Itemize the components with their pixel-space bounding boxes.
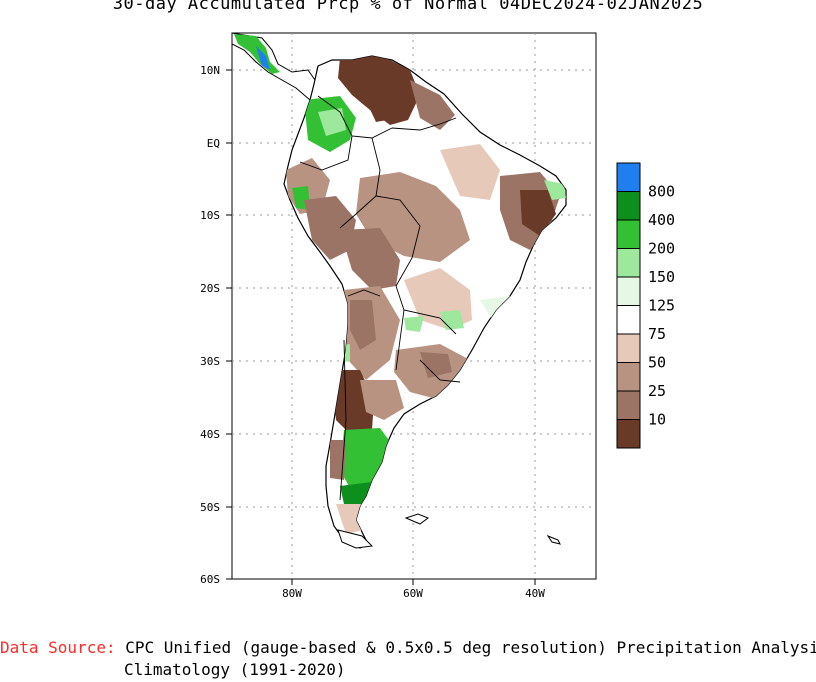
legend-label: 800	[648, 183, 675, 201]
lat-label-10n: 10N	[200, 64, 220, 77]
data-source-label: Data Source:	[0, 638, 116, 657]
legend-color-bar	[616, 162, 641, 449]
legend-label: 10	[648, 411, 666, 429]
lat-label-50s: 50S	[200, 501, 220, 514]
legend-swatch	[616, 362, 641, 392]
data-source-text: CPC Unified (gauge-based & 0.5x0.5 deg r…	[115, 638, 816, 657]
map-title: 30-day Accumulated Prcp % of Normal 04DE…	[112, 0, 704, 14]
axis-ticks	[226, 69, 536, 585]
legend-swatch	[616, 390, 641, 420]
lat-label-10s: 10S	[200, 209, 220, 222]
legend-label: 200	[648, 240, 675, 258]
legend-swatch	[616, 276, 641, 306]
legend-swatch	[616, 191, 641, 221]
legend-label: 125	[648, 297, 675, 315]
legend-label: 75	[648, 325, 666, 343]
lat-label-eq: EQ	[207, 137, 220, 150]
footer: Data Source: CPC Unified (gauge-based & …	[0, 637, 816, 681]
lon-label-80w: 80W	[282, 587, 302, 600]
legend-swatch	[616, 219, 641, 249]
tierra-del-fuego	[337, 529, 374, 549]
lat-label-40s: 40S	[200, 428, 220, 441]
central-america-wet-area	[234, 34, 280, 74]
legend-swatch	[616, 305, 641, 335]
legend-labels: 800 400 200 150 125 75 50 25 10	[648, 183, 675, 429]
lat-label-60s: 60S	[200, 573, 220, 586]
country-borders	[299, 95, 461, 501]
legend-swatch	[616, 419, 641, 449]
climatology-text: Climatology (1991-2020)	[124, 660, 346, 679]
lat-label-30s: 30S	[200, 355, 220, 368]
lat-label-20s: 20S	[200, 282, 220, 295]
falkland-islands	[404, 513, 430, 525]
legend-label: 400	[648, 211, 675, 229]
legend-swatch	[616, 248, 641, 278]
south-georgia-island	[546, 534, 561, 545]
legend-swatch	[616, 162, 641, 192]
central-america-very-wet-spot	[256, 46, 270, 70]
legend-swatch	[616, 333, 641, 363]
legend-label: 150	[648, 268, 675, 286]
legend-label: 25	[648, 382, 666, 400]
lon-label-40w: 40W	[525, 587, 545, 600]
lon-label-60w: 60W	[403, 587, 423, 600]
legend-label: 50	[648, 354, 666, 372]
